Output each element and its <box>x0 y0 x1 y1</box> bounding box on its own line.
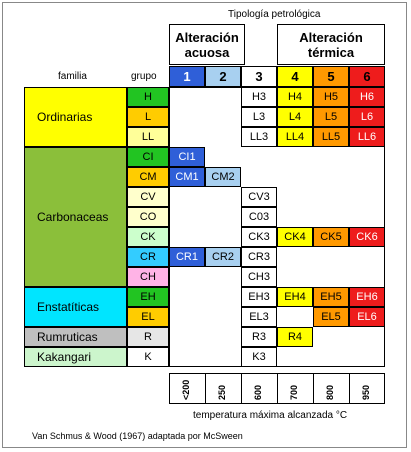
type-cell-l4: L4 <box>277 107 313 127</box>
family-rumruticas: Rumruticas <box>24 327 127 347</box>
type-cell-cr2: CR2 <box>205 247 241 267</box>
acuosa-line2: acuosa <box>184 44 230 60</box>
type-cell-ck3: CK3 <box>241 227 277 247</box>
type-cell-h4: H4 <box>277 87 313 107</box>
acuosa-line1: Alteración <box>175 29 239 45</box>
temperature-tick: 600 <box>253 384 263 400</box>
column-number-2: 2 <box>205 66 241 87</box>
matrix-border <box>169 87 385 367</box>
column-number-6: 6 <box>349 66 385 87</box>
termica-line1: Alteración <box>299 29 363 45</box>
header-alteracion-acuosa: Alteración acuosa <box>169 24 245 65</box>
group-l: L <box>127 107 169 127</box>
group-ch: CH <box>127 267 169 287</box>
type-cell-eh4: EH4 <box>277 287 313 307</box>
family-kakangari: Kakangari <box>24 347 127 367</box>
type-cell-cv3: CV3 <box>241 187 277 207</box>
type-cell-ck6: CK6 <box>349 227 385 247</box>
group-r: R <box>127 327 169 347</box>
group-cm: CM <box>127 167 169 187</box>
type-cell-eh3: EH3 <box>241 287 277 307</box>
axis-divider <box>277 373 278 404</box>
type-cell-l3: L3 <box>241 107 277 127</box>
group-ck: CK <box>127 227 169 247</box>
type-cell-el3: EL3 <box>241 307 277 327</box>
type-cell-cm2: CM2 <box>205 167 241 187</box>
type-cell-ll5: LL5 <box>313 127 349 147</box>
type-cell-r3: R3 <box>241 327 277 347</box>
group-k: K <box>127 347 169 367</box>
type-cell-eh5: EH5 <box>313 287 349 307</box>
type-cell-l5: L5 <box>313 107 349 127</box>
type-cell-el6: EL6 <box>349 307 385 327</box>
axis-divider <box>241 373 242 404</box>
type-cell-ll4: LL4 <box>277 127 313 147</box>
family-ordinarias: Ordinarias <box>24 87 127 147</box>
family-carbonaceas: Carbonaceas <box>24 147 127 287</box>
type-cell-l6: L6 <box>349 107 385 127</box>
type-cell-ll6: LL6 <box>349 127 385 147</box>
temperature-tick: 250 <box>217 384 227 400</box>
group-cv: CV <box>127 187 169 207</box>
axis-divider <box>205 373 206 404</box>
type-cell-ck5: CK5 <box>313 227 349 247</box>
temperature-tick: 700 <box>289 384 299 400</box>
axis-divider <box>349 373 350 404</box>
type-cell-ll3: LL3 <box>241 127 277 147</box>
type-cell-ck4: CK4 <box>277 227 313 247</box>
group-el: EL <box>127 307 169 327</box>
group-cr: CR <box>127 247 169 267</box>
column-header-familia: familia <box>58 71 87 82</box>
group-h: H <box>127 87 169 107</box>
column-number-5: 5 <box>313 66 349 87</box>
figure-frame <box>2 2 407 448</box>
termica-line2: térmica <box>307 44 355 60</box>
axis-label: temperatura máxima alcanzada °C <box>193 410 348 421</box>
group-ci: CI <box>127 147 169 167</box>
title-label: Tipología petrológica <box>228 9 321 20</box>
column-number-3: 3 <box>241 66 277 87</box>
temperature-tick: <200 <box>181 379 191 400</box>
column-header-grupo: grupo <box>131 71 157 82</box>
group-co: CO <box>127 207 169 227</box>
group-eh: EH <box>127 287 169 307</box>
column-number-1: 1 <box>169 66 205 87</box>
axis-divider <box>313 373 314 404</box>
type-cell-c03: C03 <box>241 207 277 227</box>
type-cell-r4: R4 <box>277 327 313 347</box>
group-ll: LL <box>127 127 169 147</box>
type-cell-el5: EL5 <box>313 307 349 327</box>
source-credit: Van Schmus & Wood (1967) adaptada por Mc… <box>32 431 243 441</box>
column-number-4: 4 <box>277 66 313 87</box>
temperature-tick: 950 <box>361 384 371 400</box>
type-cell-cr3: CR3 <box>241 247 277 267</box>
type-cell-eh6: EH6 <box>349 287 385 307</box>
type-cell-ch3: CH3 <box>241 267 277 287</box>
header-alteracion-termica: Alteración térmica <box>277 24 385 65</box>
family-enstatíticas: Enstatíticas <box>24 287 127 327</box>
temperature-tick: 800 <box>325 384 335 400</box>
